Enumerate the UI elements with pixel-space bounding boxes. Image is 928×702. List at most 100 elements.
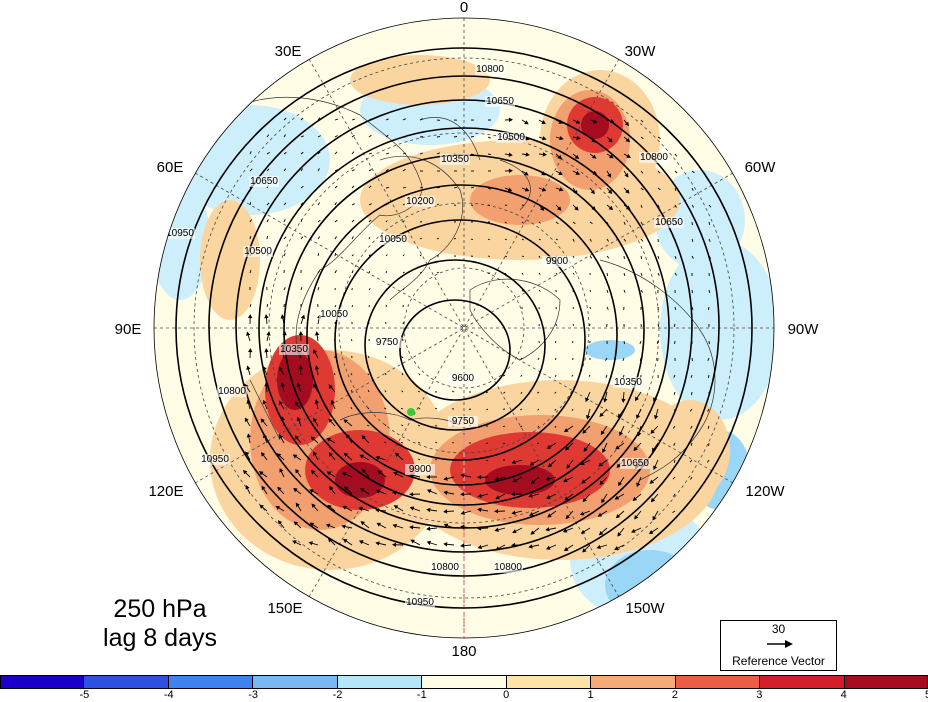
wind-vector xyxy=(283,117,287,121)
wind-vector xyxy=(317,168,320,172)
wind-vector xyxy=(351,304,354,308)
wind-vector xyxy=(657,272,660,276)
wind-vector-head xyxy=(309,522,315,527)
wind-vector-head xyxy=(558,187,564,192)
wind-vector-head xyxy=(311,503,316,508)
wind-vector-head xyxy=(566,464,571,469)
wind-vector xyxy=(351,236,354,240)
wind-vector xyxy=(334,270,337,274)
wind-vector-head xyxy=(312,417,317,422)
contour-label: 9900 xyxy=(409,464,432,475)
wind-vector xyxy=(368,185,372,189)
wind-vector-head xyxy=(314,399,319,404)
wind-vector xyxy=(521,238,524,241)
wind-vector xyxy=(672,510,676,513)
wind-vector-head xyxy=(507,187,513,192)
colorbar-cell xyxy=(760,675,845,689)
wind-vector xyxy=(385,203,389,206)
wind-vector xyxy=(623,340,625,345)
wind-vector xyxy=(367,355,370,359)
wind-vector xyxy=(384,407,387,410)
wind-vector xyxy=(673,391,676,396)
wind-vector-head xyxy=(426,540,432,546)
wind-vector-head xyxy=(294,401,299,406)
wind-vector xyxy=(366,424,370,427)
wind-vector-head xyxy=(426,474,431,480)
colorbar-cell xyxy=(84,675,169,689)
wind-vector xyxy=(673,459,676,464)
wind-vector xyxy=(691,204,695,208)
wind-vector-head xyxy=(576,135,581,141)
wind-vector xyxy=(589,306,592,310)
wind-vector-head xyxy=(558,119,564,124)
wind-vector xyxy=(623,272,626,277)
wind-vector-head xyxy=(392,523,398,529)
wind-vector-head xyxy=(477,526,482,531)
wind-vector xyxy=(589,255,593,259)
wind-vector xyxy=(384,441,387,444)
wind-vector xyxy=(657,136,661,139)
wind-vector-head xyxy=(460,510,465,516)
wind-vector xyxy=(266,303,269,308)
wind-vector xyxy=(283,236,287,240)
wind-vector xyxy=(367,390,370,393)
wind-vector xyxy=(487,238,491,241)
wind-vector xyxy=(385,288,388,291)
wind-vector-head xyxy=(300,314,305,320)
wind-vector-head xyxy=(280,382,285,387)
wind-vector-head xyxy=(375,455,381,461)
contour-label: 10350 xyxy=(614,377,642,388)
wind-vector-head xyxy=(377,470,382,475)
wind-vector xyxy=(368,169,372,172)
wind-vector-head xyxy=(511,492,516,497)
wind-vector xyxy=(266,168,270,172)
wind-vector-head xyxy=(495,495,500,500)
wind-vector-head xyxy=(409,525,414,530)
wind-vector-head xyxy=(632,496,638,502)
contour-label: 10650 xyxy=(486,96,514,107)
wind-vector-head xyxy=(596,544,601,549)
wind-vector xyxy=(401,372,404,376)
wind-vector-head xyxy=(626,153,631,158)
wind-vector-head xyxy=(375,508,380,513)
wind-vector xyxy=(640,255,643,259)
wind-vector xyxy=(640,119,644,123)
lon-label-150e: 150E xyxy=(267,600,302,617)
wind-vector-head xyxy=(512,529,517,534)
contour-label: 10800 xyxy=(431,562,459,573)
wind-vector xyxy=(707,408,710,412)
wind-vector-head xyxy=(296,382,301,388)
wind-vector-head xyxy=(590,189,595,195)
wind-vector xyxy=(283,134,286,138)
contour-label: 10500 xyxy=(244,246,272,257)
wind-vector-head xyxy=(649,479,655,484)
wind-vector xyxy=(691,391,693,396)
wind-vector-head xyxy=(541,187,547,192)
wind-vector xyxy=(434,407,438,410)
wind-vector-head xyxy=(327,504,332,509)
wind-vector xyxy=(554,425,557,428)
wind-vector-head xyxy=(542,152,547,157)
wind-vector xyxy=(487,255,491,257)
wind-vector-head xyxy=(617,413,622,419)
wind-vector xyxy=(283,219,286,223)
wind-vector-head xyxy=(634,514,639,520)
wind-vector-head xyxy=(246,433,252,438)
wind-vector xyxy=(419,186,424,189)
wind-vector-head xyxy=(443,509,448,514)
wind-vector-head xyxy=(247,314,253,319)
contour-label: 10350 xyxy=(280,344,308,355)
wind-vector-head xyxy=(508,117,513,122)
colorbar-cell xyxy=(168,675,254,689)
contour-label-bg xyxy=(279,344,309,355)
wind-vector-head xyxy=(346,433,351,439)
wind-vector-head xyxy=(246,331,251,336)
polar-stereographic-map: 10800 10650 10500 10350 10200 10050 9900 9750 96… xyxy=(115,0,820,660)
wind-vector-head xyxy=(563,428,569,433)
wind-vector-head xyxy=(528,544,533,549)
wind-vector xyxy=(249,235,252,240)
contour-label-bg xyxy=(165,228,195,239)
marker-point xyxy=(407,408,415,416)
wind-vector-head xyxy=(603,398,608,403)
wind-vector-head xyxy=(615,513,621,519)
